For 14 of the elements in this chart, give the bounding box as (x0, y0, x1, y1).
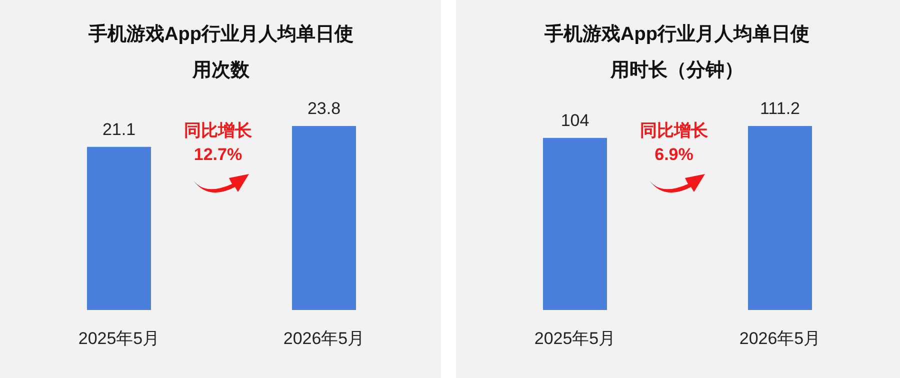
data-label: 111.2 (760, 99, 800, 118)
chart-title: 手机游戏App行业月人均单日使用次数 (88, 23, 354, 81)
annotation: 同比增长 (184, 121, 253, 140)
chart-title: 手机游戏App行业月人均单日使用时长（分钟） (544, 23, 810, 81)
annotation: 12.7% (194, 145, 242, 164)
data-label: 104 (560, 110, 590, 130)
x-tick-label: 2025年5月 (78, 329, 160, 348)
x-tick-label: 2025年5月 (534, 329, 616, 348)
annotation: 6.9% (654, 145, 694, 164)
data-label: 23.8 (307, 99, 341, 118)
annotation: 同比增长 (640, 121, 709, 140)
data-label: 21.1 (102, 120, 136, 139)
x-tick-label: 2026年5月 (739, 329, 821, 348)
x-tick-label: 2026年5月 (283, 329, 365, 348)
